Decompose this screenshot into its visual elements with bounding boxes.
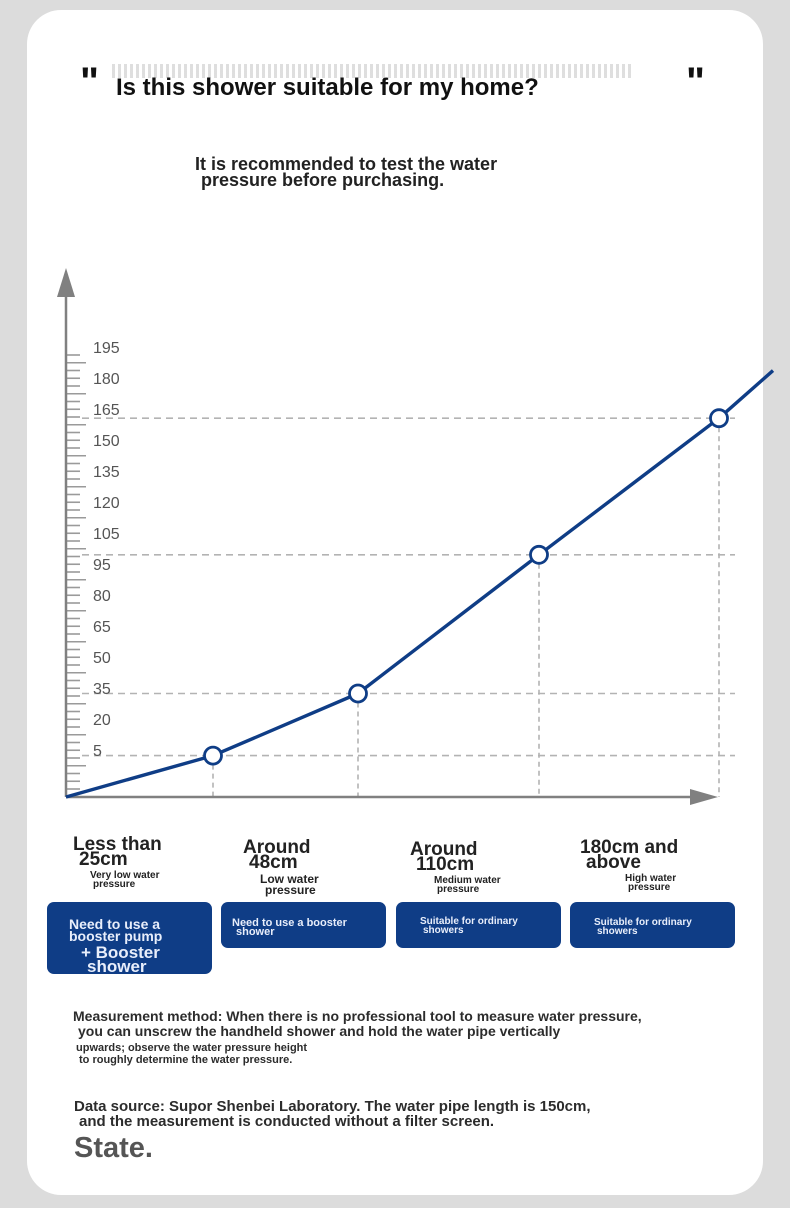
page-title: Is this shower suitable for my home? <box>116 74 539 101</box>
recommendation-tag-4: Suitable for ordinary showers <box>570 902 735 948</box>
tag-line2: showers <box>597 926 638 937</box>
tag-line1: Suitable for ordinary <box>420 916 518 927</box>
y-tick-label: 50 <box>93 650 111 667</box>
recommendation-tag-2: Need to use a booster shower <box>221 902 386 948</box>
data-point-marker <box>529 544 549 565</box>
recommendation-tag-1: Need to use a booster pump + Booster sho… <box>47 902 212 976</box>
category-label-line2: 110cm <box>416 854 475 875</box>
method-line3: upwards; observe the water pressure heig… <box>76 1042 308 1054</box>
y-tick-label: 135 <box>93 464 120 481</box>
category-desc-line2: pressure <box>265 883 316 897</box>
data-markers <box>203 408 729 766</box>
state-label: State. <box>74 1132 153 1164</box>
category-desc-line1: Very low water <box>90 870 160 881</box>
category-desc-line1: Medium water <box>434 875 501 886</box>
data-source-note: Data source: Supor Shenbei Laboratory. T… <box>74 1099 591 1163</box>
category-desc-line2: pressure <box>93 879 136 890</box>
category-1: Less than 25cm Very low water pressure <box>73 834 162 890</box>
y-tick-label: 80 <box>93 588 111 605</box>
y-tick-label: 120 <box>93 495 120 512</box>
recommendation-tag-3: Suitable for ordinary showers <box>396 902 561 948</box>
y-axis-ruler <box>66 354 86 790</box>
category-2: Around 48cm Low water pressure <box>243 837 319 897</box>
tag-line1: Need to use a <box>69 916 161 932</box>
subtitle: It is recommended to test the water pres… <box>195 154 615 190</box>
chart-axes <box>57 268 718 805</box>
method-line1: Measurement method: When there is no pro… <box>73 1008 642 1024</box>
category-label-line1: Less than <box>73 834 162 855</box>
category-4: 180cm and above High water pressure <box>580 837 679 893</box>
y-tick-labels: 195 180 165 150 135 120 105 95 80 65 50 35 20 5 <box>93 340 120 760</box>
y-tick-label: 165 <box>93 402 120 419</box>
category-label-line1: 180cm and <box>580 837 679 858</box>
data-point-marker <box>709 408 729 429</box>
data-point-marker <box>348 683 368 704</box>
pressure-line <box>65 369 775 799</box>
y-tick-label: 150 <box>93 433 120 450</box>
tag-line3: + Booster <box>81 943 160 962</box>
source-line2: and the measurement is conducted without… <box>79 1113 495 1130</box>
y-tick-label: 5 <box>93 743 102 760</box>
category-desc-line1: Low water <box>260 872 319 886</box>
open-quote-mark: " <box>80 60 101 104</box>
y-tick-label: 105 <box>93 526 120 543</box>
series-line <box>65 369 775 799</box>
reference-lines <box>82 417 735 797</box>
category-desc-line2: pressure <box>437 884 480 895</box>
tag-line2: showers <box>423 925 464 936</box>
tag-line2: shower <box>236 926 275 938</box>
category-label-line2: 25cm <box>79 849 128 870</box>
tag-line2: booster pump <box>69 928 163 944</box>
category-3: Around 110cm Medium water pressure <box>410 839 501 895</box>
category-label-line1: Around <box>243 837 311 858</box>
tag-line1: Suitable for ordinary <box>594 917 692 928</box>
y-tick-label: 35 <box>93 681 111 698</box>
subtitle-line-2: pressure before purchasing. <box>201 170 445 190</box>
subtitle-line-1: It is recommended to test the water <box>195 154 498 174</box>
y-axis-arrow <box>57 268 75 297</box>
category-desc-line1: High water <box>625 873 677 884</box>
method-line2: you can unscrew the handheld shower and … <box>78 1023 561 1039</box>
close-quote-mark: " <box>686 60 707 104</box>
method-line4: to roughly determine the water pressure. <box>79 1054 293 1066</box>
tag-line4: shower <box>87 957 147 976</box>
content-card <box>27 10 763 1195</box>
x-axis-arrow <box>690 789 718 805</box>
y-tick-label: 195 <box>93 340 120 357</box>
y-tick-label: 180 <box>93 371 120 388</box>
tag-line1: Need to use a booster <box>232 917 347 929</box>
category-label-line2: 48cm <box>249 852 298 873</box>
y-tick-label: 65 <box>93 619 111 636</box>
category-label-line1: Around <box>410 839 478 860</box>
y-tick-label: 95 <box>93 557 111 574</box>
category-desc-line2: pressure <box>628 882 671 893</box>
title-texture <box>112 64 632 78</box>
measurement-method-note: Measurement method: When there is no pro… <box>73 1008 642 1067</box>
source-line1: Data source: Supor Shenbei Laboratory. T… <box>74 1098 591 1115</box>
category-label-line2: above <box>586 852 641 873</box>
data-point-marker <box>203 745 223 766</box>
pressure-line-chart: 195 180 165 150 135 120 105 95 80 65 50 35 20 5 <box>57 268 775 805</box>
y-tick-label: 20 <box>93 712 111 729</box>
